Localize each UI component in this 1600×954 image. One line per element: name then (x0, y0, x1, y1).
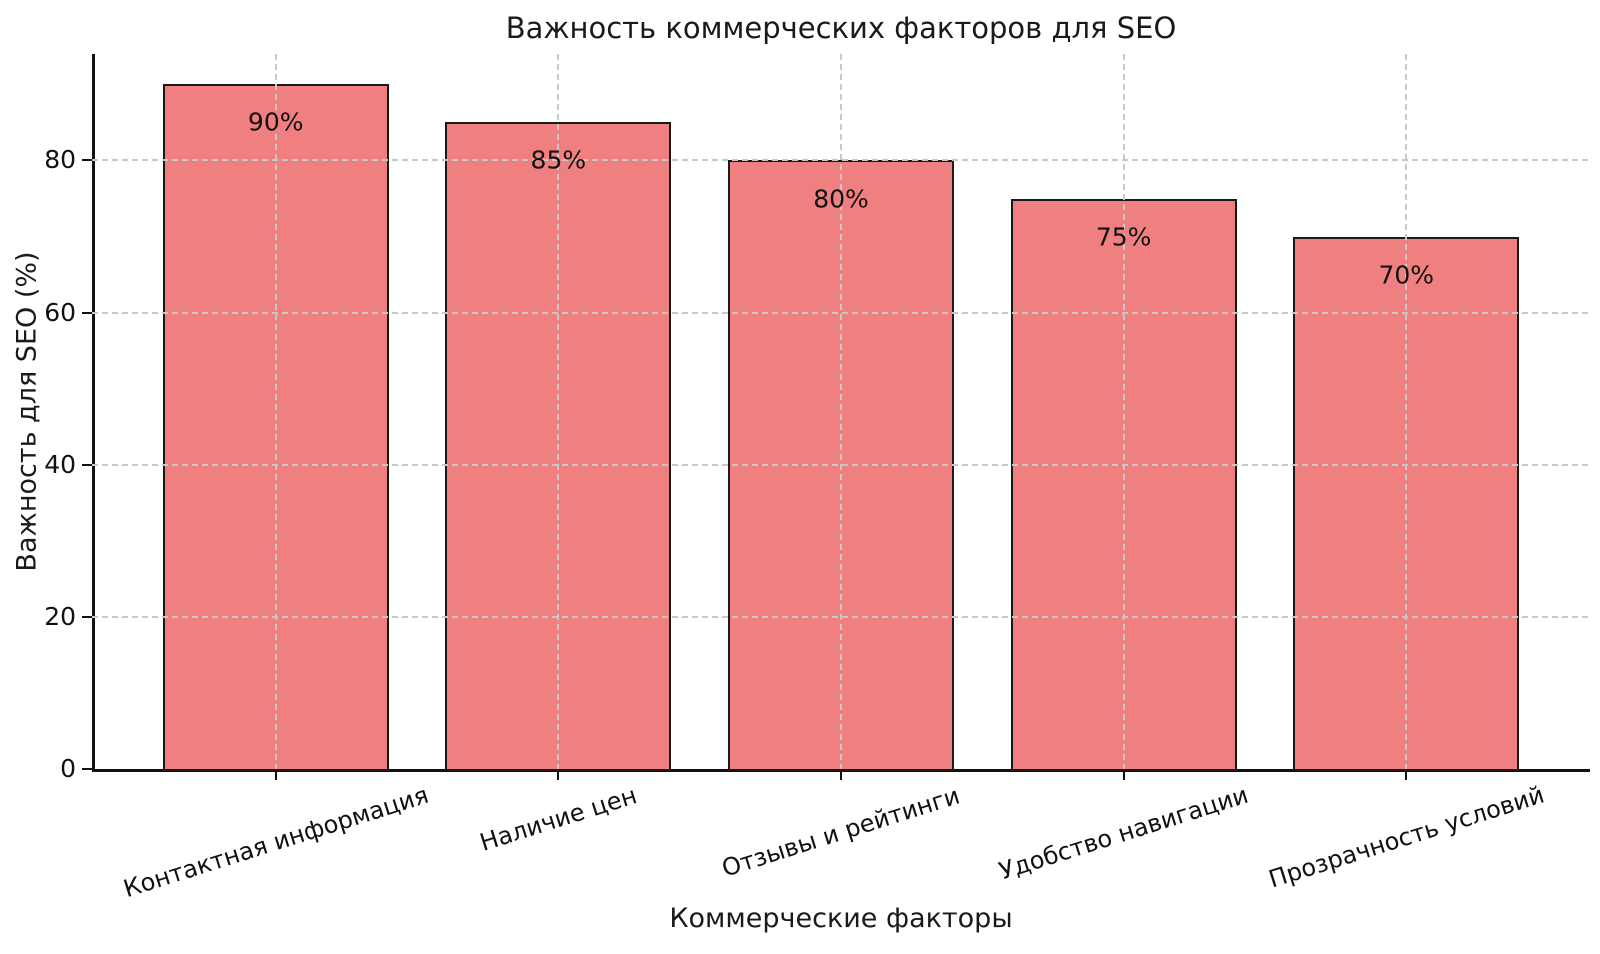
x-tick-4 (1405, 772, 1408, 780)
y-tick-label-20: 20 (44, 601, 76, 631)
x-tick-1 (557, 772, 560, 780)
y-tick-label-0: 0 (60, 754, 76, 783)
x-tick-3 (1122, 772, 1125, 780)
y-tick-label-80: 80 (44, 145, 76, 175)
bar-value-label-4: 70% (1378, 260, 1435, 290)
y-tick-80 (82, 159, 92, 162)
x-gridline-0 (274, 54, 277, 769)
x-gridline-2 (840, 54, 842, 769)
x-tick-label-0: Контактная информация (119, 780, 432, 904)
y-tick-40 (82, 463, 92, 466)
y-tick-20 (82, 615, 92, 618)
x-gridline-3 (1122, 54, 1125, 769)
bar-value-label-1: 85% (530, 145, 587, 175)
y-tick-label-60: 60 (44, 297, 76, 327)
y-tick-60 (82, 311, 92, 314)
y-tick-label-40: 40 (44, 449, 76, 479)
y-axis-spine (92, 54, 95, 772)
x-gridline-1 (557, 54, 560, 769)
x-tick-label-2: Отзывы и рейтинги (718, 780, 964, 883)
x-tick-2 (840, 772, 842, 780)
bar-value-label-3: 75% (1095, 222, 1152, 252)
x-tick-label-4: Прозрачность условий (1265, 780, 1548, 894)
x-tick-label-3: Удобство навигации (995, 780, 1252, 886)
bar-value-label-0: 90% (247, 107, 304, 137)
x-tick-label-1: Наличие цен (476, 780, 641, 857)
y-tick-0 (82, 768, 92, 770)
x-tick-0 (274, 772, 277, 780)
chart-title: Важность коммерческих факторов для SEO (505, 11, 1177, 45)
x-gridline-4 (1405, 54, 1408, 769)
x-axis-label: Коммерческие факторы (669, 903, 1013, 934)
bar-value-label-2: 80% (813, 184, 869, 214)
